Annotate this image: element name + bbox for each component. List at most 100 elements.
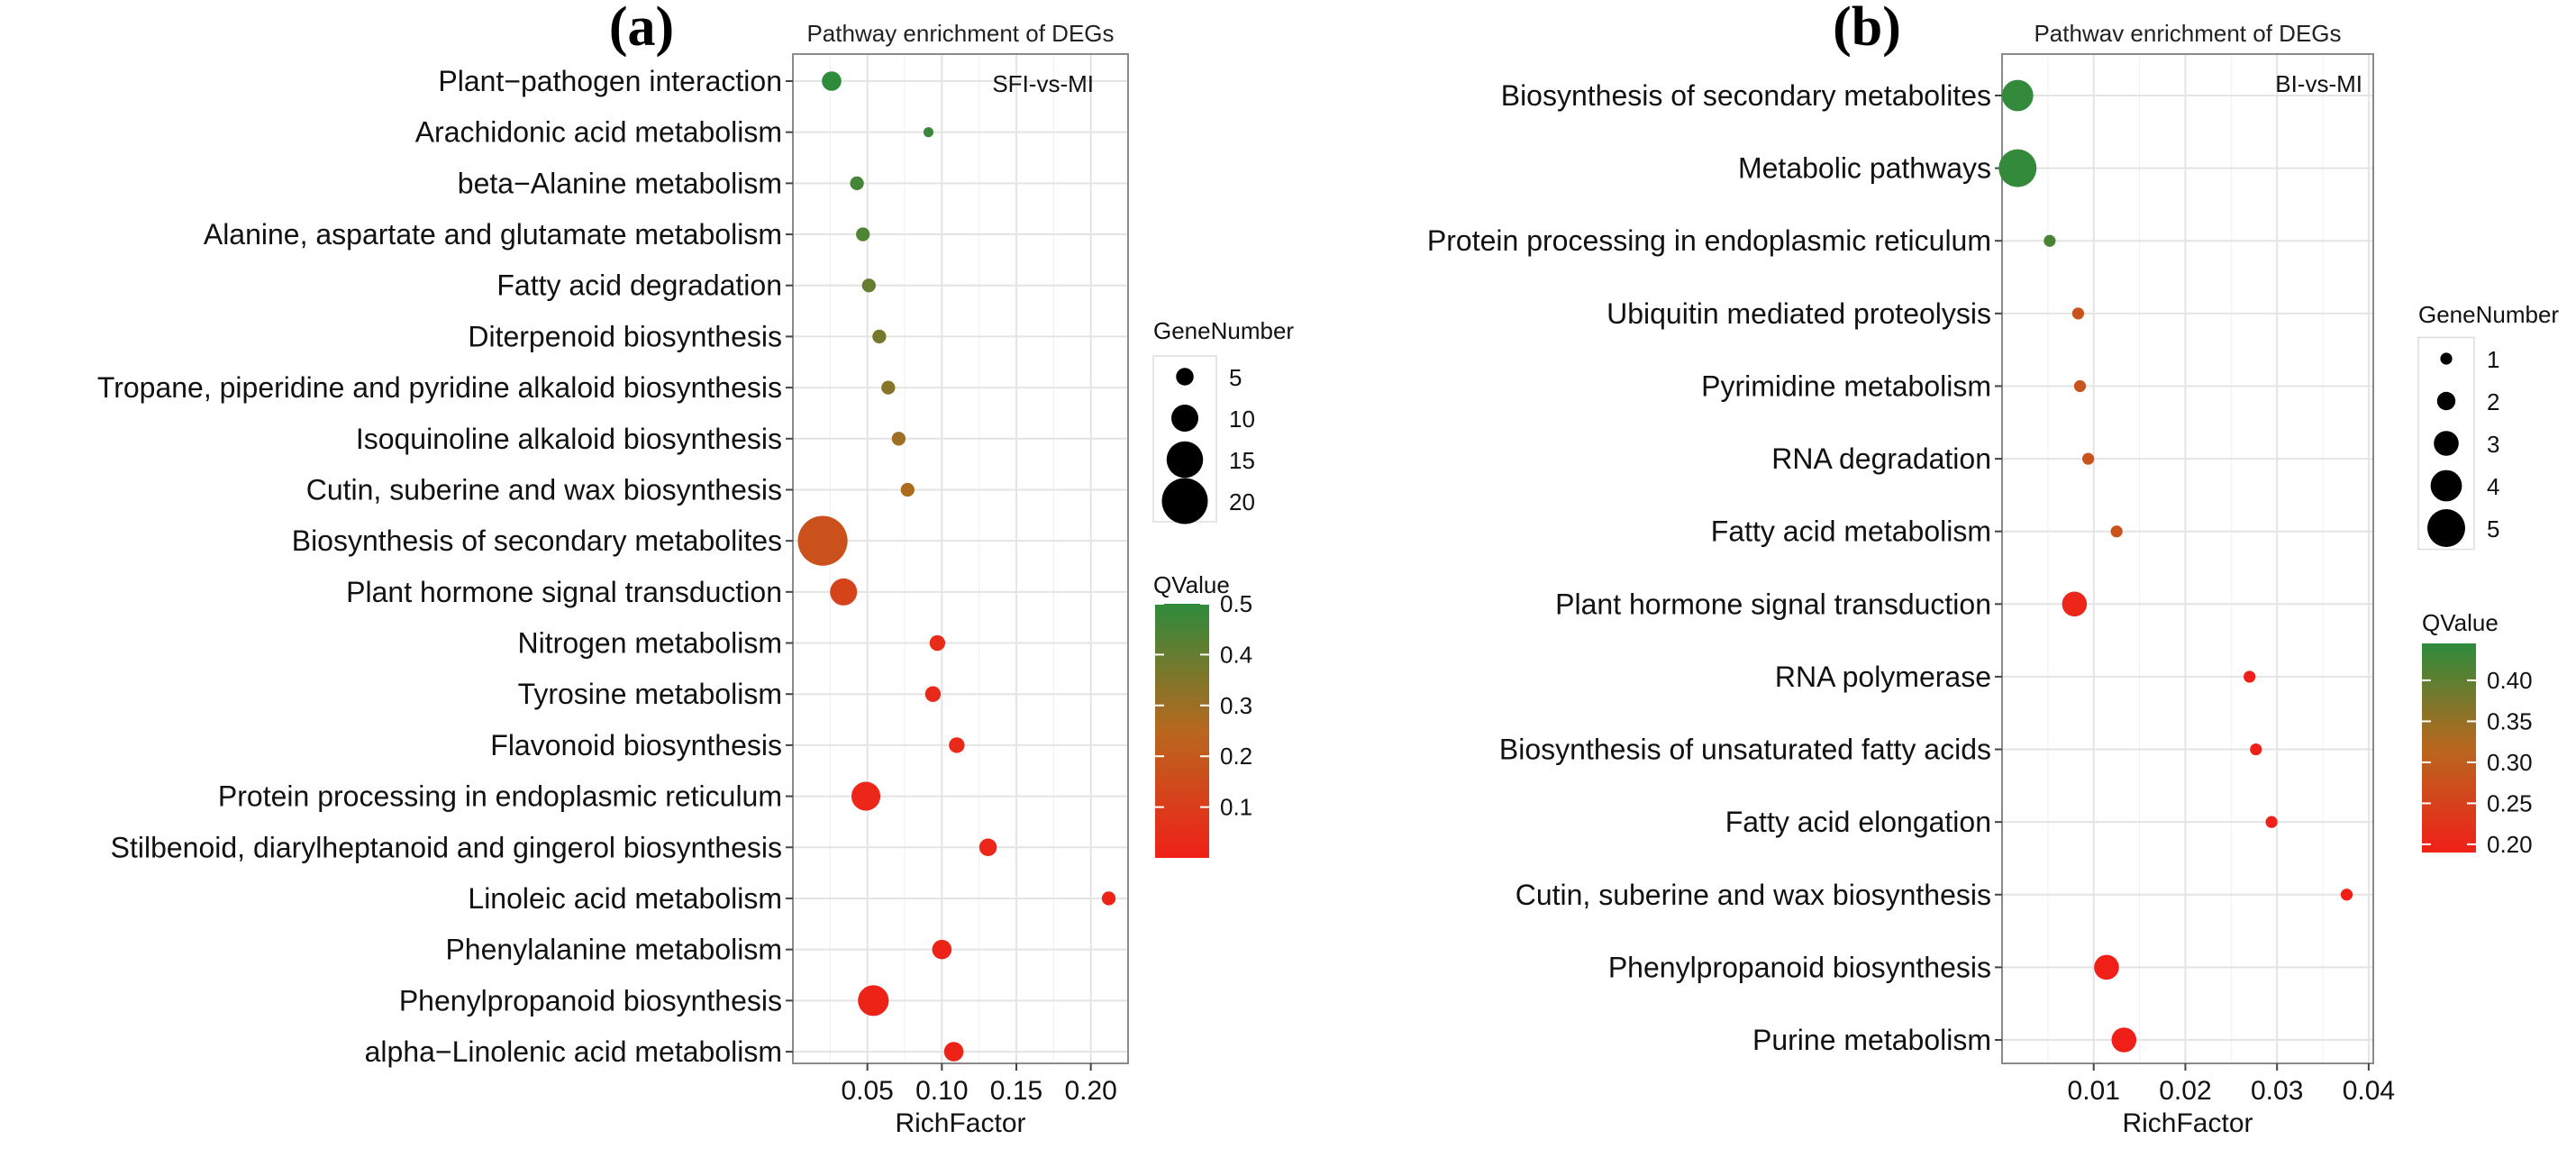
color-legend-label: 0.40 [2487, 667, 2533, 694]
y-tick-label: Biosynthesis of secondary metabolites [292, 524, 782, 557]
size-legend-key [2440, 352, 2453, 365]
data-point [924, 686, 942, 702]
data-point [932, 939, 952, 960]
y-tick-label: Arachidonic acid metabolism [415, 116, 782, 149]
data-point [2244, 670, 2256, 683]
data-point [858, 985, 889, 1017]
y-tick-label: Cutin, suberine and wax biosynthesis [306, 473, 782, 506]
y-tick-label: Phenylpropanoid biosynthesis [399, 984, 782, 1017]
y-tick-label: Cutin, suberine and wax biosynthesis [1516, 879, 1991, 911]
y-tick-label: Pyrimidine metabolism [1701, 369, 1991, 402]
data-point [1998, 149, 2037, 187]
y-tick-label: Plant hormone signal transduction [346, 576, 782, 608]
y-tick-label: Flavonoid biosynthesis [490, 729, 782, 761]
size-legend-title: GeneNumber [2418, 301, 2559, 328]
size-legend-key [2434, 431, 2459, 456]
x-tick-label: 0.02 [2159, 1076, 2211, 1106]
plot-area [2002, 54, 2373, 1063]
size-legend-key [1171, 405, 1198, 432]
y-tick-label: Fatty acid elongation [1725, 806, 1991, 838]
y-tick-label: Plant−pathogen interaction [438, 65, 782, 97]
size-legend-label: 5 [2487, 515, 2499, 543]
x-axis-label: RichFactor [2122, 1108, 2253, 1138]
x-tick-label: 0.15 [990, 1076, 1042, 1106]
data-point [2062, 591, 2088, 617]
plot-border [792, 53, 1129, 1064]
data-point [900, 482, 915, 497]
comparison-label: SFI-vs-MI [992, 70, 1094, 97]
y-tick-label: Metabolic pathways [1738, 152, 1991, 185]
plot-border [2001, 53, 2374, 1064]
size-legend-key [2436, 391, 2456, 411]
y-tick-label: Protein processing in endoplasmic reticu… [1427, 224, 1991, 257]
y-tick-label: Nitrogen metabolism [518, 627, 782, 660]
y-tick-label: Phenylpropanoid biosynthesis [1608, 951, 1991, 983]
data-point [881, 380, 896, 395]
size-legend-label: 4 [2487, 473, 2499, 500]
data-point [850, 176, 864, 191]
y-tick-label: Ubiquitin mediated proteolysis [1607, 297, 1991, 330]
data-point [1101, 891, 1116, 906]
chart-title: Pathway enrichment of DEGs [806, 20, 1114, 47]
y-tick-label: Linoleic acid metabolism [468, 882, 782, 915]
y-tick-label: Plant hormone signal transduction [1555, 588, 1991, 620]
data-point [2082, 452, 2095, 465]
y-tick-label: RNA degradation [1771, 442, 1991, 475]
comparison-label: BI-vs-MI [2275, 70, 2362, 97]
color-legend-label: 0.25 [2487, 789, 2533, 816]
panel-label: (b) [1833, 0, 1901, 58]
data-point [2250, 743, 2262, 756]
x-tick-label: 0.05 [841, 1076, 893, 1106]
color-legend-label: 0.3 [1220, 692, 1252, 719]
size-legend-label: 2 [2487, 388, 2499, 415]
size-legend-label: 10 [1229, 406, 1255, 433]
x-tick-label: 0.04 [2343, 1076, 2395, 1106]
color-legend-label: 0.2 [1220, 743, 1252, 770]
plot-area [793, 54, 1128, 1063]
x-tick-label: 0.10 [915, 1076, 968, 1106]
data-point [2111, 1027, 2137, 1053]
data-point [2073, 379, 2087, 393]
y-tick-label: Biosynthesis of unsaturated fatty acids [1499, 734, 1991, 766]
data-point [861, 278, 876, 293]
y-tick-label: Isoquinoline alkaloid biosynthesis [356, 423, 782, 455]
y-tick-label: Alanine, aspartate and glutamate metabol… [204, 218, 782, 251]
data-point [872, 329, 887, 344]
data-point [923, 127, 934, 138]
data-point [822, 71, 842, 91]
y-tick-label: alpha−Linolenic acid metabolism [365, 1035, 782, 1068]
data-point [891, 432, 906, 446]
color-legend-label: 0.4 [1220, 641, 1252, 668]
y-tick-label: RNA polymerase [1775, 661, 1991, 693]
data-point [2094, 954, 2119, 980]
x-axis-label: RichFactor [895, 1108, 1025, 1138]
y-tick-label: Phenylalanine metabolism [445, 934, 782, 966]
color-legend-label: 0.5 [1220, 590, 1252, 617]
data-point [943, 1042, 964, 1062]
y-tick-label: beta−Alanine metabolism [458, 167, 782, 199]
data-point [979, 838, 997, 857]
y-tick-label: Fatty acid metabolism [1711, 515, 1991, 548]
size-legend-label: 3 [2487, 431, 2499, 458]
panel-a: (a) Pathway enrichment of DEGs SFI-vs-MI Pl… [97, 0, 1295, 1138]
size-legend-key [2430, 470, 2462, 502]
data-point [2001, 79, 2034, 112]
y-tick-label: Biosynthesis of secondary metabolites [1501, 79, 1991, 112]
size-legend-key [2427, 509, 2465, 547]
size-legend-label: 1 [2487, 346, 2499, 373]
size-legend-key [1176, 368, 1194, 386]
y-tick-label: Stilbenoid, diarylheptanoid and gingerol… [111, 831, 782, 863]
color-legend-label: 0.20 [2487, 831, 2533, 858]
size-legend-key [1166, 441, 1204, 479]
data-point [797, 515, 848, 566]
color-legend-label: 0.30 [2487, 749, 2533, 776]
data-point [929, 634, 946, 652]
panel-label: (a) [609, 0, 674, 58]
data-point [856, 227, 870, 242]
color-legend-bar [2422, 643, 2476, 853]
size-legend-label: 15 [1229, 447, 1255, 474]
x-tick-label: 0.01 [2068, 1076, 2120, 1106]
data-point [2340, 889, 2353, 901]
data-point [949, 737, 965, 753]
